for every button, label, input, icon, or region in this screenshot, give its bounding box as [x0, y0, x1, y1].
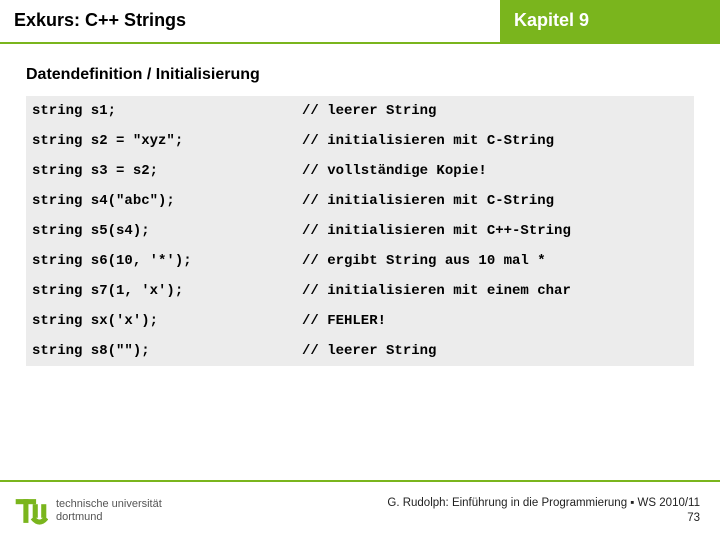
- code-cell: string s2 = "xyz";: [26, 126, 296, 156]
- code-row: string s7(1, 'x');// initialisieren mit …: [26, 276, 694, 306]
- code-row: string s8("");// leerer String: [26, 336, 694, 366]
- footer-page-number: 73: [387, 511, 700, 526]
- comment-cell: // initialisieren mit C-String: [296, 126, 694, 156]
- code-table-body: string s1;// leerer Stringstring s2 = "x…: [26, 96, 694, 366]
- code-row: string s3 = s2;// vollständige Kopie!: [26, 156, 694, 186]
- footer-credit: G. Rudolph: Einführung in die Programmie…: [387, 496, 700, 511]
- slide-header: Exkurs: C++ Strings Kapitel 9: [0, 0, 720, 44]
- slide-footer: technische universität dortmund G. Rudol…: [0, 480, 720, 540]
- comment-cell: // initialisieren mit C++-String: [296, 216, 694, 246]
- footer-uni-name: technische universität dortmund: [56, 498, 162, 524]
- code-row: string s2 = "xyz";// initialisieren mit …: [26, 126, 694, 156]
- code-row: string s6(10, '*');// ergibt String aus …: [26, 246, 694, 276]
- code-cell: string sx('x');: [26, 306, 296, 336]
- footer-credit-block: G. Rudolph: Einführung in die Programmie…: [387, 496, 700, 526]
- comment-cell: // initialisieren mit C-String: [296, 186, 694, 216]
- tu-logo-icon: [14, 494, 48, 528]
- footer-uni-line1: technische universität: [56, 498, 162, 511]
- code-table: string s1;// leerer Stringstring s2 = "x…: [26, 96, 694, 366]
- footer-logo: technische universität dortmund: [14, 494, 162, 528]
- code-cell: string s5(s4);: [26, 216, 296, 246]
- section-title: Datendefinition / Initialisierung: [0, 44, 720, 96]
- code-row: string s4("abc");// initialisieren mit C…: [26, 186, 694, 216]
- code-cell: string s7(1, 'x');: [26, 276, 296, 306]
- code-row: string sx('x');// FEHLER!: [26, 306, 694, 336]
- code-cell: string s6(10, '*');: [26, 246, 296, 276]
- comment-cell: // FEHLER!: [296, 306, 694, 336]
- slide-title-left: Exkurs: C++ Strings: [0, 0, 500, 44]
- comment-cell: // vollständige Kopie!: [296, 156, 694, 186]
- comment-cell: // initialisieren mit einem char: [296, 276, 694, 306]
- code-cell: string s3 = s2;: [26, 156, 296, 186]
- code-row: string s5(s4);// initialisieren mit C++-…: [26, 216, 694, 246]
- comment-cell: // leerer String: [296, 336, 694, 366]
- comment-cell: // leerer String: [296, 96, 694, 126]
- code-cell: string s8("");: [26, 336, 296, 366]
- slide-title-right: Kapitel 9: [500, 0, 720, 44]
- footer-uni-line2: dortmund: [56, 511, 162, 524]
- code-cell: string s4("abc");: [26, 186, 296, 216]
- comment-cell: // ergibt String aus 10 mal *: [296, 246, 694, 276]
- code-cell: string s1;: [26, 96, 296, 126]
- code-row: string s1;// leerer String: [26, 96, 694, 126]
